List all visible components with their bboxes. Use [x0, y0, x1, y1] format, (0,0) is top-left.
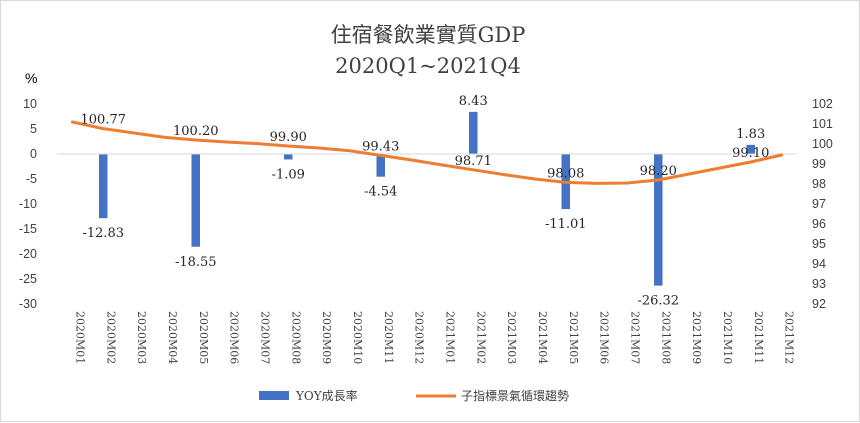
left-tick-label: -5 [26, 172, 37, 186]
category-label: 2021M06 [598, 311, 611, 364]
bar-data-label: -12.83 [82, 226, 124, 241]
legend-bar-label: YOY成長率 [295, 388, 358, 403]
chart-subtitle: 2020Q1~2021Q4 [335, 54, 521, 78]
category-label: 2021M12 [783, 311, 796, 364]
right-tick-label: 95 [812, 237, 826, 251]
left-axis-unit: % [25, 70, 37, 86]
right-tick-label: 101 [812, 117, 833, 131]
category-label: 2020M06 [228, 311, 241, 364]
line-data-label: 98.08 [547, 166, 584, 181]
line-data-label: 100.77 [81, 113, 127, 128]
trend-line [70, 120, 784, 185]
category-label: 2021M11 [752, 311, 765, 364]
legend: YOY成長率 子指標景氣循環趨勢 [259, 388, 569, 403]
category-label: 2021M02 [474, 311, 487, 364]
category-label: 2020M08 [289, 311, 302, 364]
category-label: 2020M01 [73, 311, 86, 364]
line-data-label: 98.71 [455, 154, 492, 169]
right-tick-label: 96 [812, 217, 826, 231]
category-label: 2020M04 [166, 311, 179, 364]
yoy-bar [654, 154, 663, 286]
yoy-bar [469, 111, 478, 154]
category-label: 2021M09 [690, 311, 703, 364]
right-tick-label: 93 [812, 277, 826, 291]
bar-data-label: 1.83 [736, 127, 765, 142]
yoy-bar [284, 154, 293, 160]
right-tick-label: 99 [812, 157, 826, 171]
left-tick-label: -10 [19, 197, 37, 211]
yoy-bar [99, 154, 108, 219]
right-tick-label: 100 [812, 137, 833, 151]
trend-line-group [70, 120, 784, 185]
category-label: 2020M02 [104, 311, 117, 364]
bar-data-label: 8.43 [459, 94, 488, 109]
chart-title: 住宿餐飲業實質GDP [331, 23, 526, 47]
legend-bar-swatch [259, 391, 289, 400]
bar-data-label: -11.01 [545, 217, 587, 232]
line-data-label: 100.20 [173, 124, 219, 139]
category-label: 2020M03 [135, 311, 148, 364]
category-label: 2021M10 [721, 311, 734, 364]
bar-data-label: -18.55 [175, 255, 217, 270]
category-label: 2020M10 [351, 311, 364, 364]
category-label: 2021M04 [536, 311, 549, 364]
left-tick-label: -15 [19, 222, 37, 236]
data-labels: -12.83 -18.55 -1.09 -4.54 8.43 -11.01 -26.32 1.… [81, 94, 770, 309]
category-label: 2020M07 [258, 311, 271, 364]
right-tick-label: 102 [812, 97, 833, 111]
category-label: 2021M07 [628, 311, 641, 364]
category-labels: 2020M01 2020M02 2020M03 2020M04 2020M05 2020M… [73, 311, 795, 364]
right-tick-label: 98 [812, 177, 826, 191]
category-label: 2021M08 [659, 311, 672, 364]
left-tick-label: -25 [19, 272, 37, 286]
category-label: 2020M11 [382, 311, 395, 364]
bar-data-label: -1.09 [272, 167, 305, 182]
left-tick-label: 5 [30, 122, 37, 136]
category-label: 2021M01 [443, 311, 456, 364]
yoy-bar [746, 144, 755, 154]
yoy-bar [191, 154, 200, 247]
line-data-label: 98.20 [640, 164, 677, 179]
bar-data-label: -4.54 [364, 185, 397, 200]
left-tick-label: -30 [19, 297, 37, 311]
left-axis-ticks: 10 5 0 -5 -10 -15 -20 -25 -30 [19, 97, 37, 311]
category-label: 2021M03 [505, 311, 518, 364]
yoy-bar [376, 154, 385, 177]
legend-line-label: 子指標景氣循環趨勢 [461, 388, 569, 403]
category-label: 2020M12 [413, 311, 426, 364]
right-tick-label: 94 [812, 257, 826, 271]
right-tick-label: 92 [812, 297, 826, 311]
right-tick-label: 97 [812, 197, 826, 211]
right-axis-ticks: 102 101 100 99 98 97 96 95 94 93 92 [812, 97, 833, 311]
category-label: 2021M05 [567, 311, 580, 364]
left-tick-label: 0 [30, 147, 37, 161]
category-label: 2020M09 [320, 311, 333, 364]
category-label: 2020M05 [197, 311, 210, 364]
line-data-label: 99.10 [732, 146, 769, 161]
line-data-label: 99.90 [270, 130, 307, 145]
bar-data-label: -26.32 [637, 294, 679, 309]
left-tick-label: -20 [19, 247, 37, 261]
left-tick-label: 10 [23, 97, 37, 111]
line-data-label: 99.43 [362, 139, 399, 154]
